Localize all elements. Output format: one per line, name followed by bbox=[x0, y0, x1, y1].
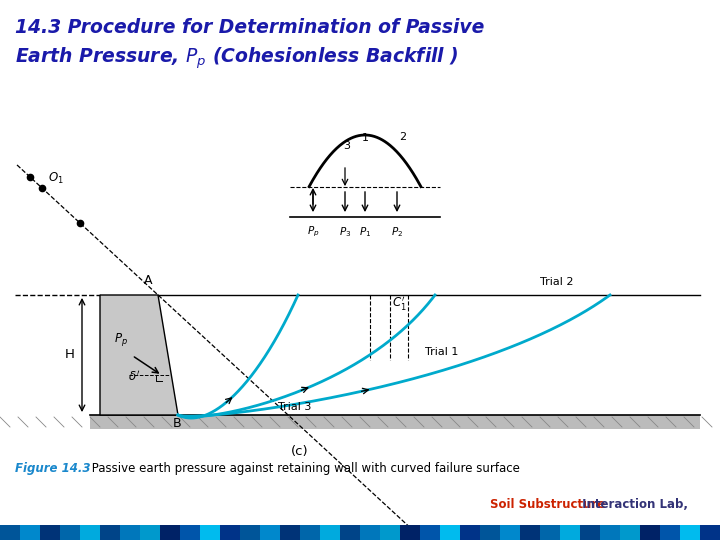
Polygon shape bbox=[90, 415, 700, 429]
Bar bbox=[680, 525, 700, 540]
Text: Earth Pressure, $P_p$ (Cohesionless Backfill ): Earth Pressure, $P_p$ (Cohesionless Back… bbox=[15, 46, 459, 71]
Text: H: H bbox=[65, 348, 75, 361]
Text: Figure 14.3: Figure 14.3 bbox=[15, 462, 91, 475]
Bar bbox=[320, 525, 340, 540]
Bar bbox=[700, 525, 720, 540]
Bar bbox=[340, 525, 360, 540]
Bar bbox=[100, 525, 120, 540]
Bar bbox=[220, 525, 240, 540]
Bar bbox=[60, 525, 80, 540]
Bar bbox=[620, 525, 640, 540]
Bar bbox=[20, 525, 40, 540]
Bar bbox=[640, 525, 660, 540]
Bar bbox=[500, 525, 520, 540]
Bar bbox=[140, 525, 160, 540]
Text: Soil Substructure: Soil Substructure bbox=[490, 498, 606, 511]
Bar bbox=[520, 525, 540, 540]
Text: $O_1$: $O_1$ bbox=[48, 171, 64, 186]
Bar bbox=[280, 525, 300, 540]
Text: $P_p$: $P_p$ bbox=[307, 225, 319, 239]
Bar bbox=[260, 525, 280, 540]
Text: $P_1$: $P_1$ bbox=[359, 225, 371, 239]
Text: 14.3 Procedure for Determination of Passive: 14.3 Procedure for Determination of Pass… bbox=[15, 18, 485, 37]
Bar bbox=[80, 525, 100, 540]
Bar bbox=[480, 525, 500, 540]
Bar bbox=[380, 525, 400, 540]
Text: 1: 1 bbox=[361, 133, 369, 143]
Text: Trial 2: Trial 2 bbox=[540, 277, 574, 287]
Text: Trial 3: Trial 3 bbox=[279, 402, 312, 412]
Bar bbox=[580, 525, 600, 540]
Text: 2: 2 bbox=[400, 132, 407, 142]
Text: (c): (c) bbox=[291, 445, 309, 458]
Polygon shape bbox=[100, 295, 178, 415]
Bar bbox=[300, 525, 320, 540]
Bar bbox=[460, 525, 480, 540]
Bar bbox=[560, 525, 580, 540]
Bar bbox=[400, 525, 420, 540]
Text: $P_2$: $P_2$ bbox=[391, 225, 403, 239]
Bar bbox=[660, 525, 680, 540]
Text: $P_p$: $P_p$ bbox=[114, 330, 128, 348]
Text: $\delta'$: $\delta'$ bbox=[128, 370, 140, 384]
Text: $C_1$: $C_1$ bbox=[419, 525, 433, 540]
Bar bbox=[160, 525, 180, 540]
Bar bbox=[440, 525, 460, 540]
Bar bbox=[200, 525, 220, 540]
Text: $C_1'$: $C_1'$ bbox=[392, 294, 407, 313]
Text: A: A bbox=[144, 274, 153, 287]
Text: Interaction Lab,: Interaction Lab, bbox=[578, 498, 688, 511]
Bar bbox=[40, 525, 60, 540]
Text: Trial 1: Trial 1 bbox=[425, 347, 459, 357]
Bar bbox=[600, 525, 620, 540]
Bar bbox=[420, 525, 440, 540]
Bar bbox=[0, 525, 20, 540]
Bar bbox=[540, 525, 560, 540]
Text: 3: 3 bbox=[343, 141, 351, 151]
Bar bbox=[120, 525, 140, 540]
Bar bbox=[180, 525, 200, 540]
Bar bbox=[360, 525, 380, 540]
Text: $P_3$: $P_3$ bbox=[339, 225, 351, 239]
Text: Passive earth pressure against retaining wall with curved failure surface: Passive earth pressure against retaining… bbox=[88, 462, 520, 475]
Bar bbox=[240, 525, 260, 540]
Text: B: B bbox=[173, 417, 181, 430]
